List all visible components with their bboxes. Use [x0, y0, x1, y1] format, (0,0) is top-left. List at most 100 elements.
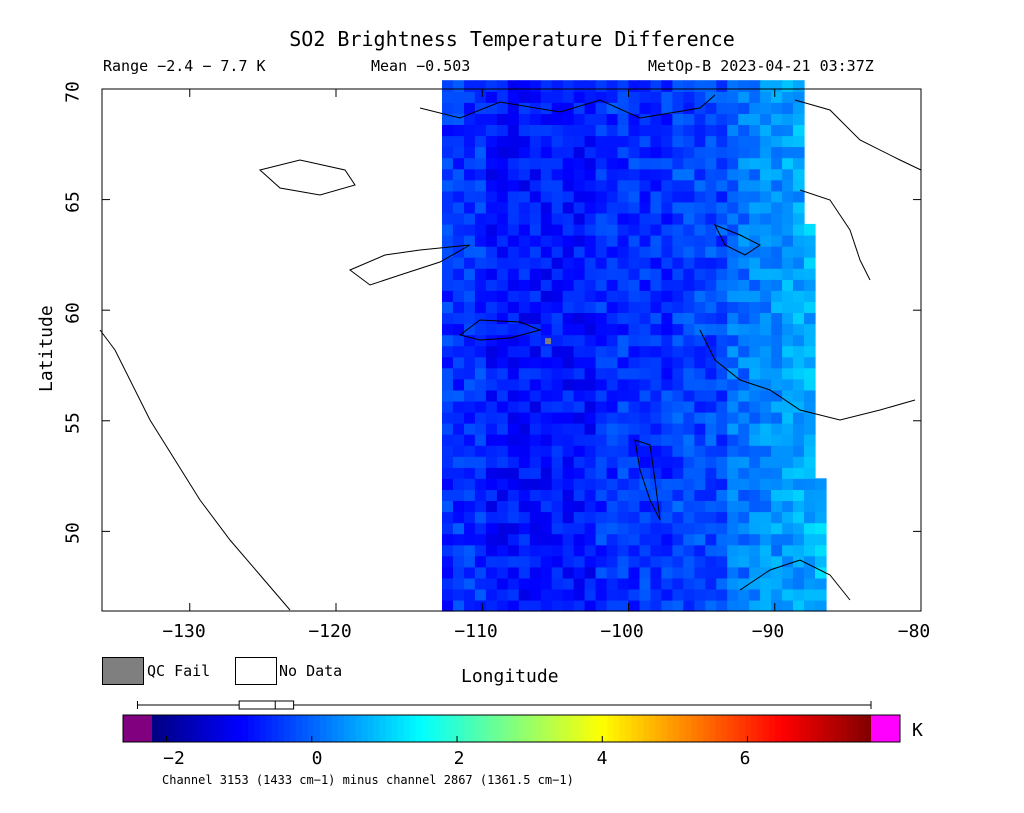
- heatmap-cell: [716, 80, 728, 92]
- heatmap-cell: [793, 124, 805, 137]
- heatmap-cell: [771, 334, 783, 347]
- heatmap-cell: [782, 91, 794, 103]
- heatmap-cell: [661, 124, 673, 137]
- heatmap-cell: [782, 257, 794, 269]
- heatmap-cell: [496, 489, 509, 501]
- heatmap-cell: [464, 124, 476, 137]
- heatmap-cell: [595, 157, 608, 170]
- heatmap-cell: [628, 434, 641, 446]
- heatmap-cell: [551, 533, 564, 546]
- heatmap-cell: [705, 588, 717, 601]
- heatmap-cell: [507, 179, 520, 192]
- heatmap-cell: [694, 566, 706, 579]
- colorbar-segment: [535, 715, 542, 742]
- heatmap-cell: [474, 223, 487, 236]
- heatmap-cell: [793, 201, 805, 214]
- heatmap-cell: [683, 135, 695, 148]
- heatmap-cell: [661, 201, 673, 214]
- heatmap-cell: [442, 301, 454, 313]
- heatmap-cell: [606, 599, 619, 612]
- colorbar-segment: [499, 715, 507, 742]
- heatmap-cell: [507, 378, 520, 391]
- heatmap-cell: [815, 566, 827, 579]
- heatmap-cell: [507, 113, 520, 125]
- heatmap-cell: [464, 179, 476, 192]
- heatmap-cell: [485, 124, 498, 137]
- heatmap-cell: [793, 577, 805, 590]
- heatmap-cell: [573, 246, 586, 258]
- heatmap-cell: [705, 312, 717, 325]
- heatmap-cell: [453, 102, 465, 114]
- heatmap-cell: [573, 599, 586, 612]
- heatmap-cell: [453, 566, 465, 579]
- heatmap-cell: [760, 312, 772, 325]
- heatmap-cell: [650, 389, 662, 402]
- heatmap-cell: [617, 500, 630, 513]
- heatmap-cell: [518, 246, 531, 258]
- heatmap-cell: [474, 190, 487, 203]
- heatmap-cell: [650, 434, 662, 446]
- heatmap-cell: [683, 411, 695, 424]
- heatmap-cell: [727, 135, 739, 148]
- heatmap-cell: [485, 201, 498, 214]
- heatmap-cell: [551, 212, 564, 225]
- heatmap-cell: [760, 434, 772, 446]
- heatmap-cell: [760, 135, 772, 148]
- heatmap-cell: [694, 345, 706, 358]
- heatmap-cell: [573, 102, 586, 114]
- heatmap-cell: [562, 599, 575, 612]
- heatmap-cell: [518, 279, 531, 291]
- heatmap-cell: [782, 113, 794, 125]
- heatmap-cell: [551, 544, 564, 557]
- heatmap-cell: [551, 411, 564, 424]
- heatmap-cell: [661, 511, 673, 524]
- heatmap-cell: [749, 566, 761, 579]
- heatmap-cell: [453, 334, 465, 347]
- heatmap-cell: [595, 400, 608, 413]
- heatmap-cell: [760, 367, 772, 380]
- heatmap-cell: [661, 478, 673, 490]
- heatmap-cell: [485, 588, 498, 601]
- heatmap-cell: [617, 113, 630, 125]
- heatmap-cell: [474, 533, 487, 546]
- heatmap-cell: [573, 279, 586, 291]
- heatmap-cell: [485, 434, 498, 446]
- heatmap-cell: [485, 102, 498, 114]
- heatmap-cell: [595, 135, 608, 148]
- heatmap-cell: [540, 179, 553, 192]
- heatmap-cell: [617, 522, 630, 535]
- heatmap-cell: [683, 279, 695, 291]
- heatmap-cell: [584, 434, 597, 446]
- heatmap-cell: [507, 146, 520, 159]
- heatmap-cell: [562, 500, 575, 513]
- heatmap-cell: [793, 400, 805, 413]
- heatmap-cell: [738, 423, 750, 435]
- heatmap-cell: [496, 367, 509, 380]
- heatmap-cell: [672, 257, 684, 269]
- heatmap-cell: [606, 235, 619, 247]
- coastline: [419, 94, 716, 119]
- heatmap-cell: [738, 113, 750, 125]
- heatmap-cell: [496, 599, 509, 612]
- heatmap-cell: [694, 146, 706, 159]
- heatmap-cell: [749, 423, 761, 435]
- colorbar-tick-label: 2: [453, 748, 465, 769]
- heatmap-cell: [661, 334, 673, 347]
- heatmap-cell: [639, 323, 652, 336]
- heatmap-cell: [650, 511, 662, 524]
- heatmap-cell: [464, 588, 476, 601]
- heatmap-cell: [705, 478, 717, 490]
- heatmap-cell: [453, 301, 465, 313]
- heatmap-cell: [496, 588, 509, 601]
- heatmap-cell: [727, 102, 739, 114]
- heatmap-cell: [804, 467, 816, 479]
- heatmap-cell: [694, 511, 706, 524]
- heatmap-cell: [639, 533, 652, 546]
- heatmap-cell: [672, 400, 684, 413]
- heatmap-cell: [595, 91, 608, 103]
- heatmap-cell: [749, 434, 761, 446]
- heatmap-cell: [661, 301, 673, 313]
- heatmap-cell: [453, 201, 465, 214]
- heatmap-cell: [705, 577, 717, 590]
- heatmap-cell: [771, 235, 783, 247]
